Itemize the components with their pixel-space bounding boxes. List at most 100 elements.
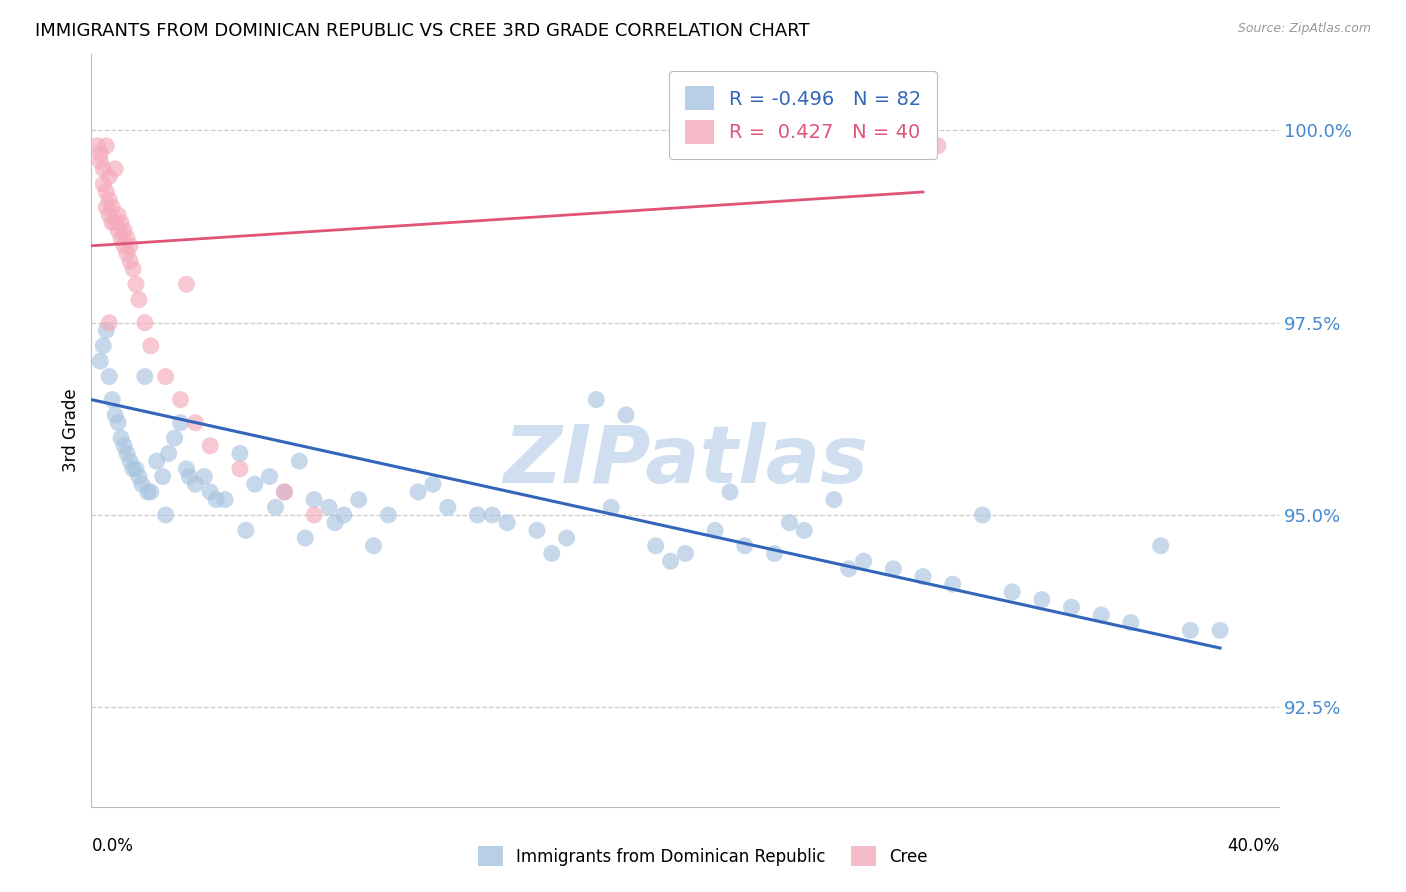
Point — [823, 492, 845, 507]
Point — [526, 524, 548, 538]
Point — [838, 562, 860, 576]
Point — [235, 524, 257, 538]
Point — [540, 546, 562, 560]
Point — [1149, 539, 1171, 553]
Point — [184, 416, 207, 430]
Point — [288, 454, 311, 468]
Point — [155, 369, 177, 384]
Point — [585, 392, 607, 407]
Point — [1180, 624, 1202, 638]
Point — [98, 369, 121, 384]
Point — [169, 392, 191, 407]
Point — [91, 161, 114, 176]
Point — [333, 508, 356, 522]
Point — [110, 431, 132, 445]
Point — [302, 492, 325, 507]
Point — [107, 223, 129, 237]
Point — [98, 169, 121, 184]
Point — [347, 492, 370, 507]
Point — [927, 138, 949, 153]
Point — [972, 508, 994, 522]
Point — [96, 200, 118, 214]
Legend: Immigrants from Dominican Republic, Cree: Immigrants from Dominican Republic, Cree — [470, 838, 936, 875]
Point — [139, 339, 162, 353]
Point — [96, 323, 118, 337]
Point — [115, 231, 138, 245]
Point — [852, 554, 875, 568]
Point — [644, 539, 666, 553]
Point — [436, 500, 458, 515]
Point — [555, 531, 578, 545]
Point — [193, 469, 215, 483]
Text: IMMIGRANTS FROM DOMINICAN REPUBLIC VS CREE 3RD GRADE CORRELATION CHART: IMMIGRANTS FROM DOMINICAN REPUBLIC VS CR… — [35, 22, 810, 40]
Point — [96, 138, 118, 153]
Point — [1001, 585, 1024, 599]
Point — [101, 216, 124, 230]
Point — [89, 354, 111, 368]
Point — [96, 185, 118, 199]
Point — [942, 577, 965, 591]
Point — [145, 454, 167, 468]
Point — [101, 200, 124, 214]
Point — [112, 239, 135, 253]
Point — [98, 208, 121, 222]
Point — [763, 546, 786, 560]
Point — [163, 431, 186, 445]
Point — [155, 508, 177, 522]
Point — [214, 492, 236, 507]
Point — [110, 216, 132, 230]
Point — [101, 392, 124, 407]
Point — [112, 439, 135, 453]
Point — [115, 446, 138, 460]
Point — [734, 539, 756, 553]
Point — [118, 239, 141, 253]
Point — [793, 524, 815, 538]
Point — [659, 554, 682, 568]
Point — [600, 500, 623, 515]
Point — [125, 277, 148, 292]
Point — [118, 454, 141, 468]
Point — [323, 516, 346, 530]
Point — [294, 531, 316, 545]
Point — [176, 462, 198, 476]
Point — [184, 477, 207, 491]
Point — [259, 469, 281, 483]
Point — [363, 539, 385, 553]
Point — [200, 484, 222, 499]
Point — [718, 484, 741, 499]
Point — [152, 469, 174, 483]
Point — [673, 546, 696, 560]
Point — [139, 484, 162, 499]
Point — [243, 477, 266, 491]
Point — [107, 208, 129, 222]
Point — [1060, 600, 1083, 615]
Point — [104, 408, 127, 422]
Point — [110, 231, 132, 245]
Point — [89, 154, 111, 169]
Point — [481, 508, 503, 522]
Point — [882, 562, 904, 576]
Text: 0.0%: 0.0% — [91, 837, 134, 855]
Point — [134, 369, 156, 384]
Point — [104, 161, 127, 176]
Point — [86, 138, 108, 153]
Point — [169, 416, 191, 430]
Point — [422, 477, 444, 491]
Point — [200, 439, 222, 453]
Point — [205, 492, 228, 507]
Point — [122, 462, 145, 476]
Point — [377, 508, 399, 522]
Point — [911, 569, 934, 583]
Point — [1119, 615, 1142, 630]
Point — [104, 216, 127, 230]
Point — [406, 484, 429, 499]
Text: ZIPatlas: ZIPatlas — [503, 422, 868, 500]
Legend: R = -0.496   N = 82, R =  0.427   N = 40: R = -0.496 N = 82, R = 0.427 N = 40 — [669, 70, 936, 159]
Point — [91, 178, 114, 192]
Point — [264, 500, 287, 515]
Point — [179, 469, 201, 483]
Point — [136, 484, 159, 499]
Y-axis label: 3rd Grade: 3rd Grade — [62, 389, 80, 472]
Text: Source: ZipAtlas.com: Source: ZipAtlas.com — [1237, 22, 1371, 36]
Point — [229, 462, 252, 476]
